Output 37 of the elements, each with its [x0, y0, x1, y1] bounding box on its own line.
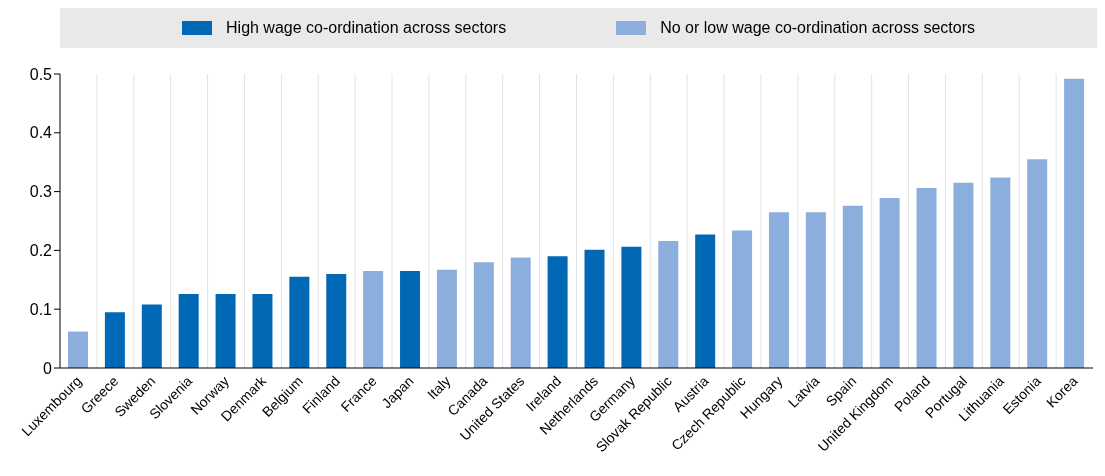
bar: [363, 270, 384, 368]
bar: [990, 177, 1011, 368]
x-tick-label: Italy: [424, 372, 454, 403]
bar: [252, 293, 273, 368]
y-tick-label: 0: [43, 359, 53, 377]
bar: [658, 240, 679, 368]
bar: [326, 273, 347, 368]
bar: [1027, 159, 1048, 368]
bar: [916, 188, 937, 368]
bar: [547, 256, 568, 368]
y-tick-label: 0.1: [29, 300, 53, 318]
bar: [400, 270, 421, 368]
bar: [768, 212, 789, 368]
y-tick-label: 0.3: [29, 183, 53, 201]
bar: [732, 230, 753, 368]
legend-label: High wage co-ordination across sectors: [226, 19, 507, 37]
bar: [178, 293, 199, 368]
bar: [953, 182, 974, 368]
bar: [215, 293, 236, 368]
bar: [1064, 78, 1085, 368]
bar: [621, 246, 642, 368]
bar: [584, 249, 605, 368]
legend-label: No or low wage co-ordination across sectors: [660, 19, 975, 37]
bar: [879, 198, 900, 368]
y-tick-label: 0.2: [29, 242, 53, 260]
y-tick-label: 0.5: [29, 65, 53, 83]
bar: [141, 304, 162, 368]
bar: [695, 234, 716, 368]
bar: [510, 257, 531, 368]
bar: [436, 269, 457, 368]
bar: [289, 276, 310, 368]
bar: [68, 331, 88, 368]
y-tick-label: 0.4: [29, 124, 53, 142]
bar: [104, 312, 125, 368]
bar: [842, 205, 863, 368]
bar: [805, 212, 826, 368]
bar: [473, 262, 494, 368]
